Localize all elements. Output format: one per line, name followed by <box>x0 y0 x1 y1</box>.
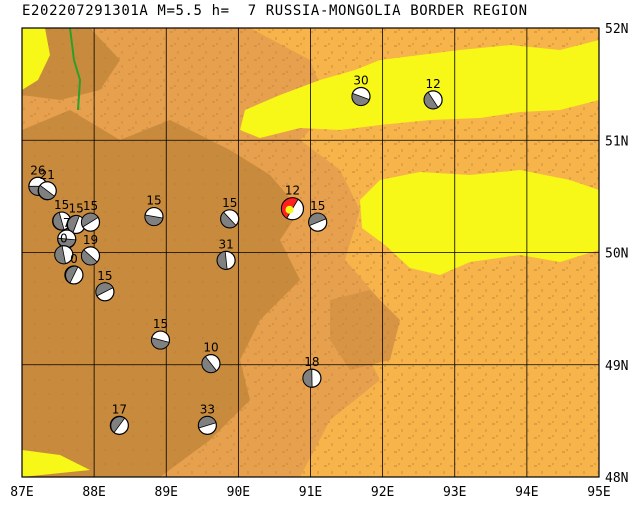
map-title: E202207291301A M=5.5 h= 7 RUSSIA-MONGOLI… <box>22 3 528 19</box>
event-mechanism[interactable]: 15 <box>220 196 240 229</box>
compressional-quadrant <box>54 245 66 265</box>
event-depth-label: 12 <box>425 77 440 91</box>
event-depth-label: 10 <box>203 341 218 355</box>
event-mechanism[interactable]: 10 <box>201 341 221 374</box>
event-mechanism[interactable]: 30 <box>351 73 371 107</box>
lat-tick-label: 49N <box>605 359 628 374</box>
compressional-quadrant <box>110 416 126 434</box>
compressional-quadrant <box>95 282 114 297</box>
event-depth-label: 18 <box>304 355 319 369</box>
compressional-quadrant <box>201 355 218 373</box>
event-mechanism[interactable]: 31 <box>216 237 236 270</box>
event-mechanism[interactable]: 15 <box>66 201 86 235</box>
event-mechanism[interactable]: 15 <box>150 317 171 350</box>
compressional-quadrant <box>144 214 164 226</box>
event-depth-label: 15 <box>68 201 83 215</box>
basin-northwest <box>22 28 50 90</box>
lon-tick-label: 91E <box>299 485 322 500</box>
event-depth-label: 33 <box>200 402 215 416</box>
lat-axis: 52N 51N 50N 49N 48N <box>605 22 628 486</box>
event-depth-label: 15 <box>54 198 69 212</box>
compressional-quadrant <box>198 416 217 429</box>
event-depth-label: 31 <box>218 237 233 251</box>
basin-southwest <box>22 450 90 477</box>
event-depth-label: 30 <box>353 73 368 87</box>
event-mechanism[interactable]: 15 <box>144 194 164 227</box>
event-mechanism[interactable]: 33 <box>197 402 217 435</box>
compressional-quadrant <box>65 265 79 284</box>
event-mechanism[interactable]: 15 <box>80 199 101 232</box>
event-depth-label: 15 <box>146 194 161 208</box>
main-event-inner <box>285 205 294 214</box>
event-mechanism[interactable]: 21 <box>37 168 57 201</box>
basin-north <box>240 40 599 138</box>
lon-tick-label: 95E <box>587 485 610 500</box>
lon-tick-label: 90E <box>227 485 250 500</box>
lon-tick-label: 92E <box>371 485 394 500</box>
event-depth-label: 17 <box>112 402 127 416</box>
event-depth-label: 26 <box>30 163 45 177</box>
compressional-quadrant <box>220 211 237 229</box>
lon-tick-label: 93E <box>443 485 466 500</box>
event-depth-label: 19 <box>83 233 98 247</box>
compressional-quadrant <box>423 91 439 110</box>
event-depth-label: 21 <box>40 168 55 182</box>
event-depth-label: 0 <box>60 232 68 246</box>
event-mechanism[interactable]: 15 <box>52 198 72 231</box>
compressional-quadrant <box>67 215 80 234</box>
lon-axis: 87E 88E 89E 90E 91E 92E 93E 94E 95E <box>10 485 610 500</box>
event-mechanism[interactable]: 18 <box>302 355 322 388</box>
event-depth-label: 15 <box>83 199 98 213</box>
event-depth-label: 12 <box>285 184 300 198</box>
compressional-quadrant <box>57 237 77 248</box>
event-mechanism[interactable]: 19 <box>80 233 101 266</box>
compressional-quadrant <box>38 184 55 200</box>
compressional-quadrant <box>81 249 98 266</box>
lat-tick-label: 52N <box>605 22 628 37</box>
compressional-quadrant <box>151 337 170 350</box>
event-mechanism[interactable]: 12 <box>423 77 443 110</box>
event-mechanism[interactable]: 15 <box>95 269 115 302</box>
event-depth-label: 0 <box>70 252 78 266</box>
event-depth-label: 15 <box>153 317 168 331</box>
lon-tick-label: 89E <box>155 485 178 500</box>
event-depth-label: 15 <box>97 269 112 283</box>
event-depth-label: 15 <box>222 196 237 210</box>
compressional-quadrant <box>308 212 327 227</box>
compressional-quadrant <box>351 92 370 106</box>
main-event-mechanism[interactable]: 12 <box>280 184 305 221</box>
basin-uvs-nuur <box>360 170 599 275</box>
event-mechanism[interactable]: 0 <box>64 252 84 285</box>
lon-tick-label: 94E <box>515 485 538 500</box>
event-mechanism[interactable]: 0 <box>54 232 74 265</box>
compressional-quadrant <box>302 368 313 388</box>
event-mechanism[interactable]: 15 <box>308 199 328 232</box>
compressional-quadrant <box>216 250 228 270</box>
lat-tick-label: 51N <box>605 134 628 149</box>
compressional-quadrant <box>52 211 65 231</box>
lon-tick-label: 87E <box>10 485 33 500</box>
lon-tick-label: 88E <box>82 485 105 500</box>
map-frame <box>21 27 600 478</box>
river <box>69 28 82 111</box>
lat-tick-label: 50N <box>605 247 628 262</box>
event-mechanism[interactable]: 17 <box>109 402 129 435</box>
event-depth-label: 7 <box>63 216 71 230</box>
lat-tick-label: 48N <box>605 471 628 486</box>
compressional-quadrant <box>81 212 99 228</box>
event-depth-label: 15 <box>310 199 325 213</box>
